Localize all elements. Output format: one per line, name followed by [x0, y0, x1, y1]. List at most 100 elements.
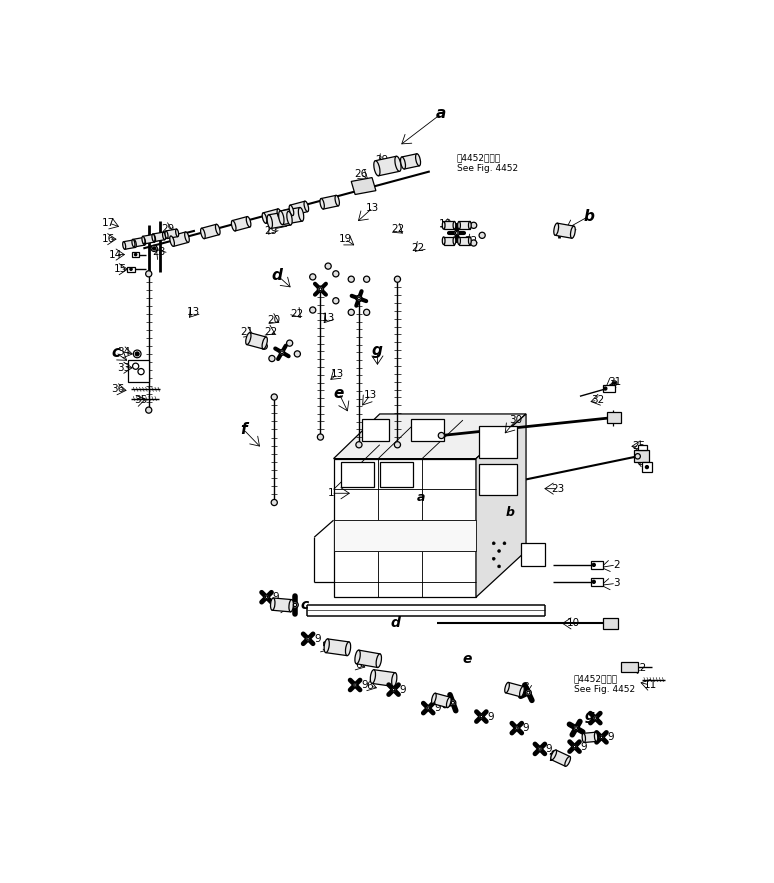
Ellipse shape	[400, 157, 406, 169]
Circle shape	[539, 748, 541, 751]
Bar	[269, 211, 291, 229]
Text: 13: 13	[321, 313, 335, 322]
Bar	[551, 750, 570, 766]
Text: 27: 27	[272, 218, 285, 228]
Text: 9: 9	[399, 684, 406, 695]
Bar	[505, 683, 523, 697]
Polygon shape	[128, 360, 149, 381]
Circle shape	[592, 580, 595, 584]
Circle shape	[135, 352, 139, 356]
Text: 17: 17	[102, 218, 115, 228]
Circle shape	[599, 735, 604, 740]
Text: 16: 16	[102, 234, 115, 245]
Circle shape	[146, 407, 152, 413]
Circle shape	[152, 247, 156, 250]
Circle shape	[310, 307, 316, 313]
Circle shape	[612, 381, 617, 386]
Text: g: g	[372, 343, 383, 358]
Bar	[444, 237, 454, 245]
Text: 24: 24	[637, 457, 650, 467]
Ellipse shape	[345, 642, 351, 656]
Ellipse shape	[468, 222, 471, 230]
Circle shape	[479, 232, 485, 238]
Circle shape	[503, 542, 506, 545]
Ellipse shape	[142, 238, 146, 245]
Circle shape	[454, 230, 460, 236]
Text: a: a	[416, 491, 425, 503]
Text: 32: 32	[591, 395, 604, 405]
Polygon shape	[334, 458, 476, 597]
Circle shape	[426, 706, 430, 711]
Circle shape	[292, 601, 298, 608]
Bar	[356, 650, 380, 668]
Ellipse shape	[453, 222, 456, 230]
Circle shape	[325, 263, 331, 269]
Ellipse shape	[468, 237, 471, 245]
Circle shape	[317, 434, 324, 440]
Ellipse shape	[165, 231, 168, 238]
Text: a: a	[437, 106, 447, 121]
Circle shape	[280, 351, 283, 354]
Circle shape	[395, 442, 400, 448]
Circle shape	[348, 276, 354, 283]
Circle shape	[269, 356, 275, 362]
Circle shape	[307, 638, 310, 640]
Text: 22: 22	[291, 309, 304, 319]
Circle shape	[317, 286, 324, 292]
Circle shape	[364, 309, 370, 315]
Ellipse shape	[133, 240, 136, 247]
Ellipse shape	[395, 156, 401, 171]
Circle shape	[306, 637, 310, 641]
Text: d: d	[272, 268, 283, 283]
Bar	[201, 224, 219, 238]
Ellipse shape	[277, 209, 282, 219]
Ellipse shape	[176, 229, 179, 237]
Ellipse shape	[335, 195, 339, 206]
Ellipse shape	[123, 242, 125, 249]
Polygon shape	[603, 618, 618, 629]
Text: 11: 11	[643, 680, 656, 690]
Circle shape	[614, 382, 616, 384]
Bar	[444, 222, 454, 230]
Ellipse shape	[200, 228, 205, 238]
Circle shape	[515, 727, 518, 729]
Text: c: c	[111, 345, 120, 360]
Circle shape	[356, 296, 362, 301]
Circle shape	[392, 689, 395, 691]
Bar	[152, 232, 165, 242]
Text: 19: 19	[338, 234, 351, 245]
Circle shape	[601, 736, 603, 738]
Circle shape	[480, 715, 483, 718]
Text: 30: 30	[509, 415, 522, 425]
Ellipse shape	[505, 683, 509, 693]
Circle shape	[138, 368, 144, 374]
Text: 34: 34	[118, 347, 131, 358]
Ellipse shape	[453, 237, 456, 245]
Ellipse shape	[392, 673, 397, 686]
Text: 9: 9	[434, 703, 441, 713]
Polygon shape	[621, 662, 638, 672]
Text: g: g	[584, 709, 594, 723]
Text: 33: 33	[118, 363, 131, 373]
Text: 31: 31	[608, 377, 622, 387]
Ellipse shape	[271, 598, 275, 610]
Circle shape	[354, 683, 356, 686]
Polygon shape	[642, 463, 652, 472]
Ellipse shape	[554, 223, 559, 235]
Text: 9: 9	[314, 634, 320, 644]
Bar	[290, 201, 308, 215]
Circle shape	[427, 707, 430, 709]
Text: 6: 6	[366, 681, 373, 691]
Circle shape	[265, 596, 268, 599]
Text: 29: 29	[161, 224, 175, 234]
Bar	[133, 238, 145, 247]
Text: 9: 9	[608, 732, 614, 743]
Ellipse shape	[231, 221, 236, 231]
Ellipse shape	[142, 237, 145, 244]
Circle shape	[333, 298, 339, 304]
Ellipse shape	[324, 639, 329, 653]
Polygon shape	[127, 267, 135, 271]
Text: 14: 14	[109, 250, 122, 260]
Circle shape	[358, 297, 361, 300]
Ellipse shape	[320, 199, 324, 209]
